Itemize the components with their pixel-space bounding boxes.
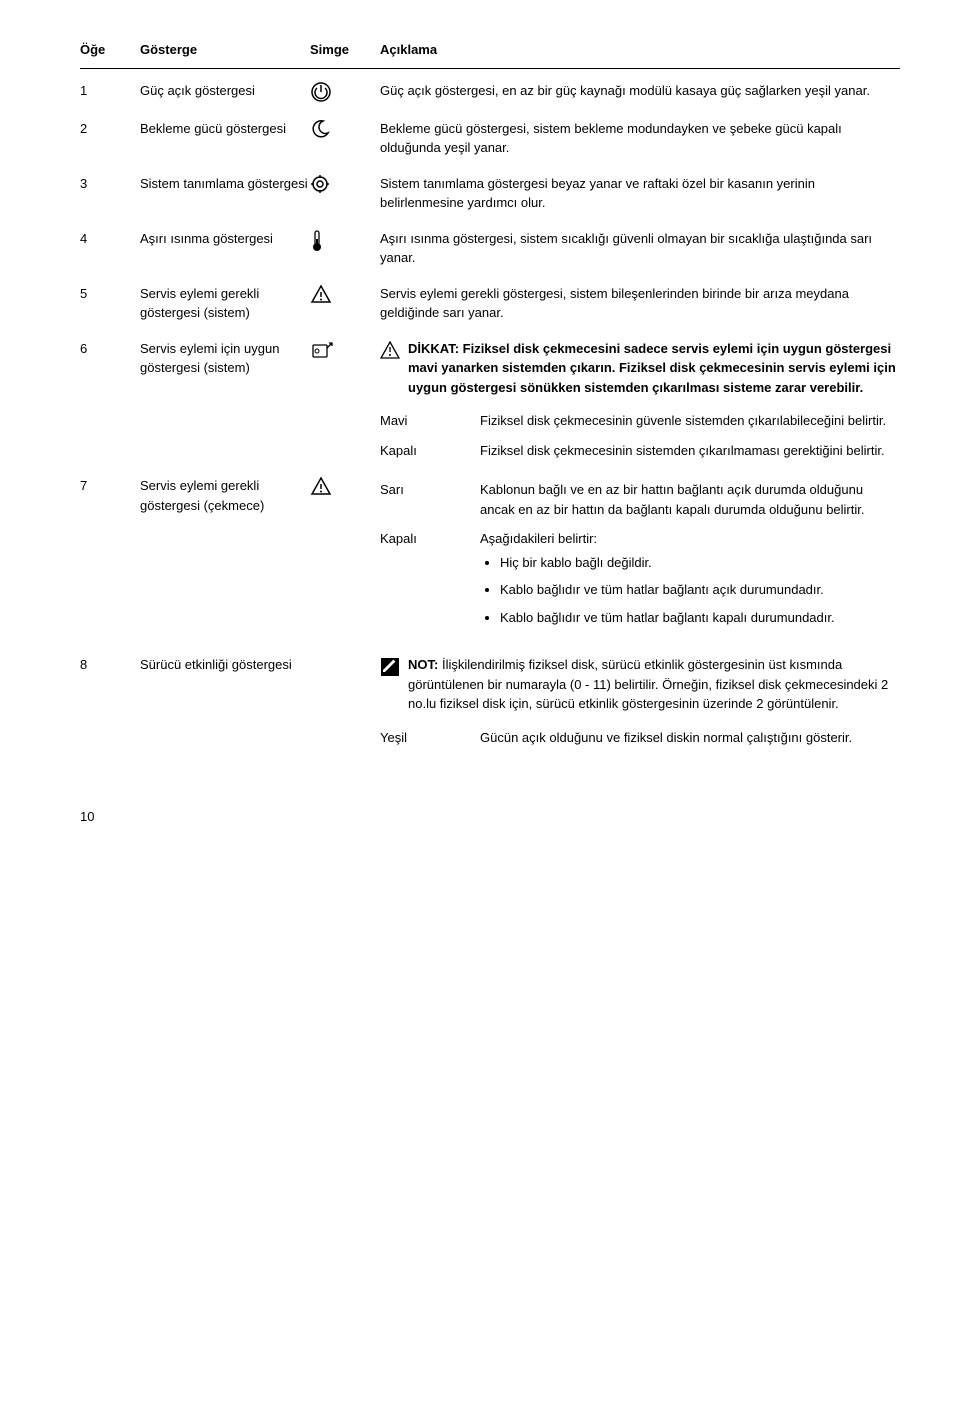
- indicator-name: Servis eylemi gerekli göstergesi (çekmec…: [140, 476, 310, 515]
- table-row: 3 Sistem tanımlama göstergesi Sistem tan…: [80, 174, 900, 213]
- indicator-name: Servis eylemi gerekli göstergesi (sistem…: [140, 284, 310, 323]
- caution-label: DİKKAT:: [408, 341, 463, 356]
- table-row: 6 Servis eylemi için uygun göstergesi (s…: [80, 339, 900, 461]
- status-label: Yeşil: [380, 728, 480, 748]
- bullet-item: Kablo bağlıdır ve tüm hatlar bağlantı ka…: [500, 608, 900, 628]
- moon-icon: [310, 119, 380, 139]
- caution-note: DİKKAT: Fiziksel disk çekmecesini sadece…: [380, 339, 900, 398]
- warning-icon: [310, 476, 380, 496]
- bullet-item: Kablo bağlıdır ve tüm hatlar bağlantı aç…: [500, 580, 900, 600]
- table-row: 7 Servis eylemi gerekli göstergesi (çekm…: [80, 476, 900, 635]
- description: Bekleme gücü göstergesi, sistem bekleme …: [380, 119, 900, 158]
- indicator-table: Öğe Gösterge Simge Açıklama 1 Güç açık g…: [80, 40, 900, 747]
- note-text: NOT: İlişkilendirilmiş fiziksel disk, sü…: [408, 655, 900, 714]
- page-number: 10: [80, 807, 900, 827]
- status-label: Kapalı: [380, 529, 480, 635]
- table-row: 2 Bekleme gücü göstergesi Bekleme gücü g…: [80, 119, 900, 158]
- status-value: Aşağıdakileri belirtir: Hiç bir kablo ba…: [480, 529, 900, 635]
- header-item: Öğe: [80, 40, 140, 60]
- description-block: DİKKAT: Fiziksel disk çekmecesini sadece…: [380, 339, 900, 461]
- row-number: 3: [80, 174, 140, 194]
- status-value-text: Aşağıdakileri belirtir:: [480, 531, 597, 546]
- target-icon: [310, 174, 380, 194]
- table-row: 8 Sürücü etkinliği göstergesi NOT: İlişk…: [80, 655, 900, 747]
- status-label: Kapalı: [380, 441, 480, 461]
- status-sub-table: Yeşil Gücün açık olduğunu ve fiziksel di…: [380, 728, 900, 748]
- note: NOT: İlişkilendirilmiş fiziksel disk, sü…: [380, 655, 900, 714]
- thermometer-icon: [310, 229, 380, 253]
- row-number: 2: [80, 119, 140, 139]
- table-header: Öğe Gösterge Simge Açıklama: [80, 40, 900, 69]
- description: Servis eylemi gerekli göstergesi, sistem…: [380, 284, 900, 323]
- bullet-list: Hiç bir kablo bağlı değildir. Kablo bağl…: [480, 553, 900, 628]
- sub-row: Kapalı Aşağıdakileri belirtir: Hiç bir k…: [380, 529, 900, 635]
- sub-row: Sarı Kablonun bağlı ve en az bir hattın …: [380, 480, 900, 519]
- power-icon: [310, 81, 380, 103]
- status-sub-table: Sarı Kablonun bağlı ve en az bir hattın …: [380, 480, 900, 635]
- status-label: Sarı: [380, 480, 480, 519]
- row-number: 1: [80, 81, 140, 101]
- bullet-item: Hiç bir kablo bağlı değildir.: [500, 553, 900, 573]
- sub-row: Mavi Fiziksel disk çekmecesinin güvenle …: [380, 411, 900, 431]
- indicator-name: Sürücü etkinliği göstergesi: [140, 655, 310, 675]
- note-label: NOT:: [408, 657, 442, 672]
- description: Aşırı ısınma göstergesi, sistem sıcaklığ…: [380, 229, 900, 268]
- caution-body: Fiziksel disk çekmecesini sadece servis …: [408, 341, 896, 395]
- row-number: 8: [80, 655, 140, 675]
- status-value: Fiziksel disk çekmecesinin sistemden çık…: [480, 441, 900, 461]
- warning-icon: [310, 284, 380, 304]
- caution-triangle-icon: [380, 341, 400, 365]
- status-label: Mavi: [380, 411, 480, 431]
- row-number: 4: [80, 229, 140, 249]
- row-number: 6: [80, 339, 140, 359]
- header-item: Simge: [310, 40, 380, 60]
- row-number: 5: [80, 284, 140, 304]
- description: Sistem tanımlama göstergesi beyaz yanar …: [380, 174, 900, 213]
- status-sub-table: Mavi Fiziksel disk çekmecesinin güvenle …: [380, 411, 900, 460]
- table-row: 1 Güç açık göstergesi Güç açık gösterges…: [80, 81, 900, 103]
- table-row: 4 Aşırı ısınma göstergesi Aşırı ısınma g…: [80, 229, 900, 268]
- description: Güç açık göstergesi, en az bir güç kayna…: [380, 81, 900, 101]
- eject-icon: [310, 339, 380, 361]
- status-value: Gücün açık olduğunu ve fiziksel diskin n…: [480, 728, 900, 748]
- description-block: NOT: İlişkilendirilmiş fiziksel disk, sü…: [380, 655, 900, 747]
- indicator-name: Servis eylemi için uygun göstergesi (sis…: [140, 339, 310, 378]
- indicator-name: Sistem tanımlama göstergesi: [140, 174, 310, 194]
- indicator-name: Güç açık göstergesi: [140, 81, 310, 101]
- status-value: Kablonun bağlı ve en az bir hattın bağla…: [480, 480, 900, 519]
- description-block: Sarı Kablonun bağlı ve en az bir hattın …: [380, 476, 900, 635]
- header-item: Açıklama: [380, 40, 900, 60]
- row-number: 7: [80, 476, 140, 496]
- note-body: İlişkilendirilmiş fiziksel disk, sürücü …: [408, 657, 888, 711]
- sub-row: Kapalı Fiziksel disk çekmecesinin sistem…: [380, 441, 900, 461]
- header-item: Gösterge: [140, 40, 310, 60]
- table-row: 5 Servis eylemi gerekli göstergesi (sist…: [80, 284, 900, 323]
- caution-text: DİKKAT: Fiziksel disk çekmecesini sadece…: [408, 339, 900, 398]
- sub-row: Yeşil Gücün açık olduğunu ve fiziksel di…: [380, 728, 900, 748]
- indicator-name: Aşırı ısınma göstergesi: [140, 229, 310, 249]
- status-value: Fiziksel disk çekmecesinin güvenle siste…: [480, 411, 900, 431]
- indicator-name: Bekleme gücü göstergesi: [140, 119, 310, 139]
- note-pencil-icon: [380, 657, 400, 683]
